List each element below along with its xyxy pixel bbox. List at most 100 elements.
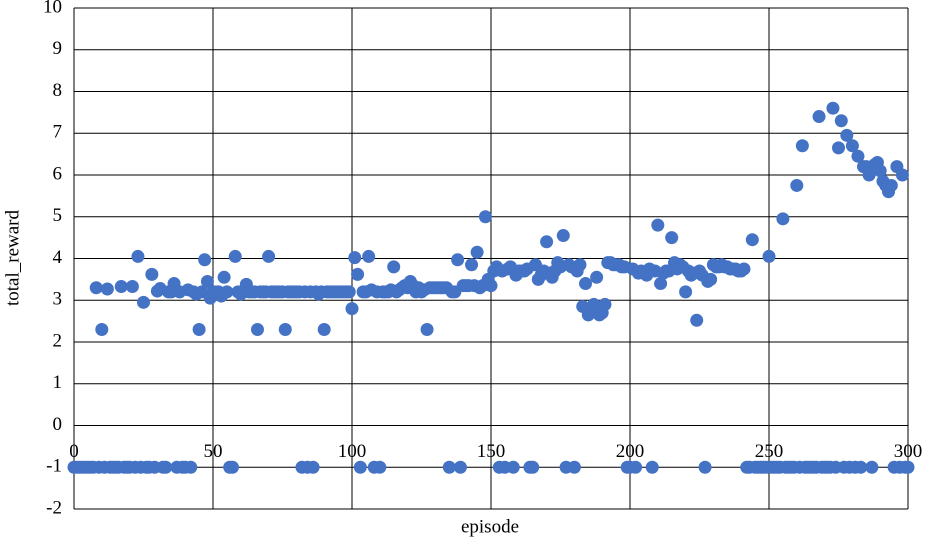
point	[854, 460, 868, 474]
points	[67, 101, 915, 474]
x-tick-label: 0	[69, 441, 79, 462]
point	[776, 212, 790, 226]
point	[737, 262, 751, 276]
point	[225, 460, 239, 474]
point	[351, 267, 365, 281]
point	[573, 258, 587, 272]
point	[901, 460, 915, 474]
x-tick-label: 250	[755, 441, 784, 462]
y-tick-label: 0	[53, 414, 63, 435]
x-tick-label: 100	[338, 441, 367, 462]
y-tick-label: -2	[46, 497, 62, 518]
y-tick-label: 2	[53, 330, 63, 351]
y-tick-label: 9	[53, 38, 63, 59]
point	[442, 460, 456, 474]
point	[826, 101, 840, 115]
point	[100, 282, 114, 296]
point	[217, 270, 231, 284]
point	[590, 270, 604, 284]
point	[306, 460, 320, 474]
x-tick-label: 200	[616, 441, 645, 462]
point	[895, 168, 909, 182]
point	[420, 322, 434, 336]
point	[506, 460, 520, 474]
point	[865, 460, 879, 474]
point	[762, 249, 776, 263]
x-tick-label: 300	[894, 441, 923, 462]
point	[353, 460, 367, 474]
point	[453, 460, 467, 474]
point	[704, 272, 718, 286]
point	[598, 297, 612, 311]
point	[220, 285, 234, 299]
point	[114, 279, 128, 293]
point	[184, 460, 198, 474]
point	[834, 114, 848, 128]
point	[556, 229, 570, 243]
point	[790, 178, 804, 192]
point	[587, 297, 601, 311]
point	[137, 295, 150, 309]
point	[884, 178, 898, 192]
point	[698, 460, 712, 474]
point	[845, 139, 859, 153]
point	[451, 253, 465, 267]
point	[832, 141, 845, 155]
point	[348, 251, 362, 265]
point	[262, 249, 276, 263]
point	[665, 231, 679, 245]
x-tick-label: 50	[204, 441, 223, 462]
point	[862, 168, 876, 182]
point	[645, 460, 659, 474]
point	[465, 258, 479, 272]
y-tick-label: 8	[53, 80, 63, 101]
point	[651, 218, 665, 232]
y-tick-label: 6	[53, 163, 63, 184]
point	[89, 281, 103, 295]
y-axis-label: total_reward	[2, 209, 23, 306]
point	[526, 460, 540, 474]
point	[125, 279, 139, 293]
point	[198, 253, 212, 267]
y-tick-label: 3	[53, 289, 63, 310]
point	[192, 322, 206, 336]
y-tick-label: 1	[53, 372, 63, 393]
point	[470, 245, 484, 259]
point	[654, 277, 668, 291]
point	[373, 460, 387, 474]
x-tick-label: 150	[477, 441, 506, 462]
point	[745, 233, 759, 247]
point	[95, 322, 109, 336]
y-tick-label: 10	[43, 0, 62, 17]
point	[145, 267, 159, 281]
point	[795, 139, 809, 153]
point	[812, 110, 826, 124]
point	[131, 249, 145, 263]
point	[342, 285, 356, 299]
point	[478, 210, 492, 224]
point	[200, 274, 214, 288]
point	[690, 313, 704, 327]
point	[540, 235, 554, 249]
point	[228, 249, 242, 263]
point	[362, 249, 376, 263]
point	[387, 260, 401, 274]
point	[278, 322, 292, 336]
point	[345, 302, 359, 316]
point	[159, 460, 173, 474]
x-axis-label: episode	[461, 516, 519, 537]
point	[873, 164, 887, 178]
y-tick-label: 7	[53, 122, 63, 143]
y-tick-label: -1	[46, 456, 62, 477]
point	[629, 460, 643, 474]
point	[567, 460, 581, 474]
point	[250, 322, 264, 336]
y-tick-label: 5	[53, 205, 63, 226]
point	[484, 279, 498, 293]
point	[317, 322, 331, 336]
point	[679, 285, 693, 299]
point	[851, 149, 865, 163]
point	[579, 277, 593, 291]
point	[840, 128, 854, 142]
